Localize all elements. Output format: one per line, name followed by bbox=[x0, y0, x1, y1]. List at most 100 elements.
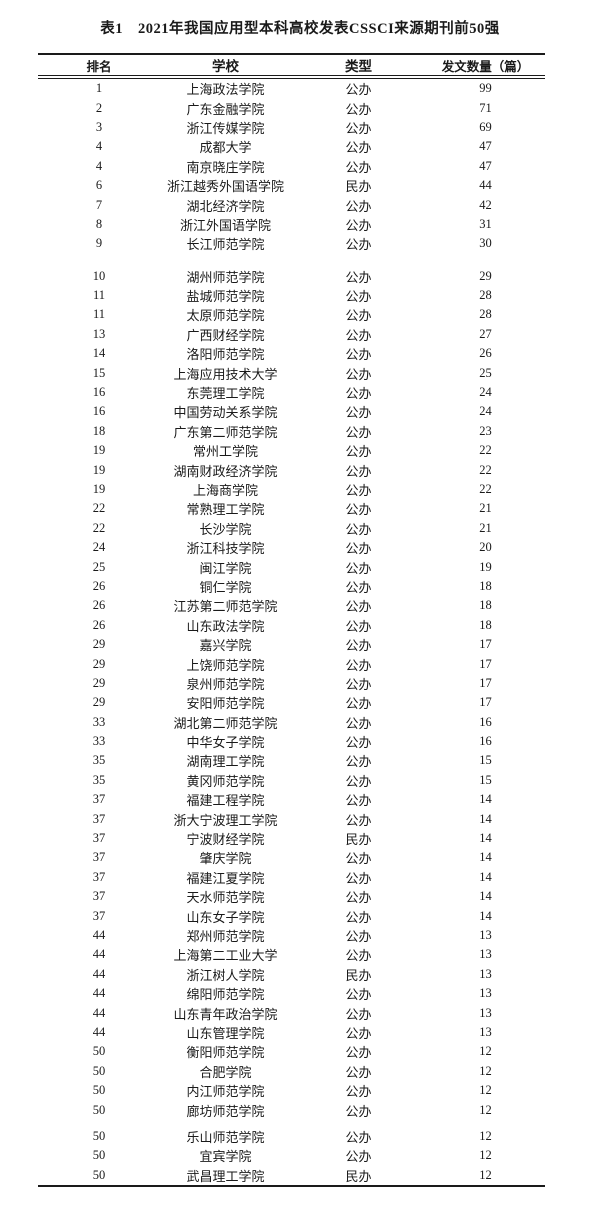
type-cell: 公办 bbox=[345, 1045, 372, 1061]
rank-cell: 44 bbox=[92, 986, 106, 1001]
table-row: 37 天水师范学院 公办 14 bbox=[38, 887, 545, 906]
count-cell: 22 bbox=[479, 482, 492, 496]
table-row: 50 宜宾学院 公办 12 bbox=[38, 1146, 545, 1165]
rank-cell: 19 bbox=[92, 462, 106, 477]
type-cell: 公办 bbox=[345, 987, 372, 1003]
table-row: 50 合肥学院 公办 12 bbox=[38, 1062, 545, 1081]
rank-cell: 33 bbox=[92, 714, 106, 729]
rank-cell: 11 bbox=[92, 288, 106, 303]
count-cell: 12 bbox=[479, 1167, 492, 1182]
type-cell: 公办 bbox=[345, 1129, 372, 1145]
table-row: 37 福建江夏学院 公办 14 bbox=[38, 868, 545, 887]
type-cell: 公办 bbox=[345, 909, 372, 925]
type-cell: 公办 bbox=[345, 1006, 372, 1022]
count-cell: 15 bbox=[479, 753, 492, 768]
school-cell: 武昌理工学院 bbox=[186, 1168, 265, 1184]
type-cell: 公办 bbox=[345, 657, 372, 673]
count-cell: 14 bbox=[479, 908, 492, 923]
table-row: 37 山东女子学院 公办 14 bbox=[38, 906, 545, 925]
school-cell: 宁波财经学院 bbox=[186, 832, 265, 848]
count-cell: 15 bbox=[479, 772, 492, 787]
count-cell: 44 bbox=[479, 178, 492, 193]
table-row: 44 绵阳师范学院 公办 13 bbox=[38, 984, 545, 1003]
school-cell: 常熟理工学院 bbox=[186, 502, 265, 518]
count-cell: 17 bbox=[479, 637, 492, 652]
rank-cell: 1 bbox=[95, 81, 103, 96]
school-cell: 浙江传媒学院 bbox=[186, 120, 265, 136]
table-row: 26 山东政法学院 公办 18 bbox=[38, 616, 545, 635]
rank-cell: 11 bbox=[92, 307, 106, 322]
type-cell: 公办 bbox=[345, 735, 372, 751]
school-cell: 江苏第二师范学院 bbox=[173, 599, 278, 615]
school-cell: 洛阳师范学院 bbox=[186, 347, 265, 363]
school-cell: 衡阳师范学院 bbox=[186, 1045, 265, 1061]
count-cell: 12 bbox=[479, 1083, 492, 1098]
table-row: 19 上海商学院 公办 22 bbox=[38, 480, 545, 499]
count-cell: 13 bbox=[479, 1005, 492, 1020]
rank-cell: 26 bbox=[92, 598, 106, 613]
type-cell: 公办 bbox=[345, 579, 372, 595]
table-row: 33 中华女子学院 公办 16 bbox=[38, 732, 545, 751]
rank-cell: 37 bbox=[92, 792, 106, 807]
type-cell: 公办 bbox=[345, 502, 372, 518]
rank-cell: 37 bbox=[92, 908, 106, 923]
rank-cell: 19 bbox=[92, 443, 106, 458]
school-cell: 合肥学院 bbox=[199, 1064, 252, 1080]
table-row: 29 泉州师范学院 公办 17 bbox=[38, 674, 545, 693]
count-cell: 28 bbox=[479, 288, 492, 303]
table-row: 50 廊坊师范学院 公办 12 bbox=[38, 1100, 545, 1119]
type-cell: 民办 bbox=[345, 1168, 372, 1184]
type-cell: 公办 bbox=[345, 444, 372, 460]
type-cell: 公办 bbox=[345, 82, 372, 98]
table-row: 3 浙江传媒学院 公办 69 bbox=[38, 118, 545, 137]
header-rank: 排名 bbox=[86, 59, 112, 74]
school-cell: 山东管理学院 bbox=[186, 1025, 265, 1041]
count-cell: 12 bbox=[479, 1148, 492, 1163]
school-cell: 安阳师范学院 bbox=[186, 696, 265, 712]
type-cell: 公办 bbox=[345, 928, 372, 944]
table-section: 10 湖州师范学院 公办 29 11 盐城师范学院 公办 28 11 太原师范学… bbox=[38, 267, 545, 1120]
count-cell: 22 bbox=[479, 443, 492, 458]
rank-cell: 19 bbox=[92, 482, 106, 496]
school-cell: 常州工学院 bbox=[192, 444, 258, 460]
table-row: 1 上海政法学院 公办 99 bbox=[38, 79, 545, 98]
table-header-row: 排名 学校 类型 发文数量（篇） bbox=[38, 55, 545, 75]
school-cell: 浙大宁波理工学院 bbox=[173, 812, 278, 828]
table-row: 50 衡阳师范学院 公办 12 bbox=[38, 1042, 545, 1061]
table-section: 1 上海政法学院 公办 99 2 广东金融学院 公办 71 3 浙江传媒学院 公… bbox=[38, 79, 545, 254]
table-row: 33 湖北第二师范学院 公办 16 bbox=[38, 713, 545, 732]
school-cell: 浙江越秀外国语学院 bbox=[166, 179, 284, 195]
count-cell: 14 bbox=[479, 889, 492, 904]
table-row: 50 武昌理工学院 民办 12 bbox=[38, 1165, 545, 1184]
rank-cell: 4 bbox=[95, 158, 103, 173]
table-row: 15 上海应用技术大学 公办 25 bbox=[38, 363, 545, 382]
table-row: 22 长沙学院 公办 21 bbox=[38, 519, 545, 538]
count-cell: 18 bbox=[479, 578, 492, 593]
table-row: 44 山东管理学院 公办 13 bbox=[38, 1023, 545, 1042]
school-cell: 浙江外国语学院 bbox=[179, 217, 271, 233]
count-cell: 31 bbox=[479, 216, 492, 231]
type-cell: 公办 bbox=[345, 599, 372, 615]
table-row: 16 东莞理工学院 公办 24 bbox=[38, 383, 545, 402]
count-cell: 29 bbox=[479, 268, 492, 283]
rank-cell: 44 bbox=[92, 947, 106, 962]
rank-cell: 33 bbox=[92, 734, 106, 749]
school-cell: 中国劳动关系学院 bbox=[173, 405, 278, 421]
school-cell: 泉州师范学院 bbox=[186, 676, 265, 692]
type-cell: 公办 bbox=[345, 198, 372, 214]
type-cell: 公办 bbox=[345, 327, 372, 343]
rank-cell: 13 bbox=[92, 326, 106, 341]
type-cell: 公办 bbox=[345, 638, 372, 654]
type-cell: 公办 bbox=[345, 366, 372, 382]
rank-cell: 29 bbox=[92, 656, 106, 671]
type-cell: 民办 bbox=[345, 967, 372, 983]
school-cell: 南京晓庄学院 bbox=[186, 159, 265, 175]
count-cell: 13 bbox=[479, 947, 492, 962]
table-row: 18 广东第二师范学院 公办 23 bbox=[38, 422, 545, 441]
table-row: 29 安阳师范学院 公办 17 bbox=[38, 693, 545, 712]
rank-cell: 29 bbox=[92, 675, 106, 690]
table-row: 25 闽江学院 公办 19 bbox=[38, 557, 545, 576]
table-row: 19 常州工学院 公办 22 bbox=[38, 441, 545, 460]
count-cell: 14 bbox=[479, 831, 492, 846]
type-cell: 公办 bbox=[345, 890, 372, 906]
